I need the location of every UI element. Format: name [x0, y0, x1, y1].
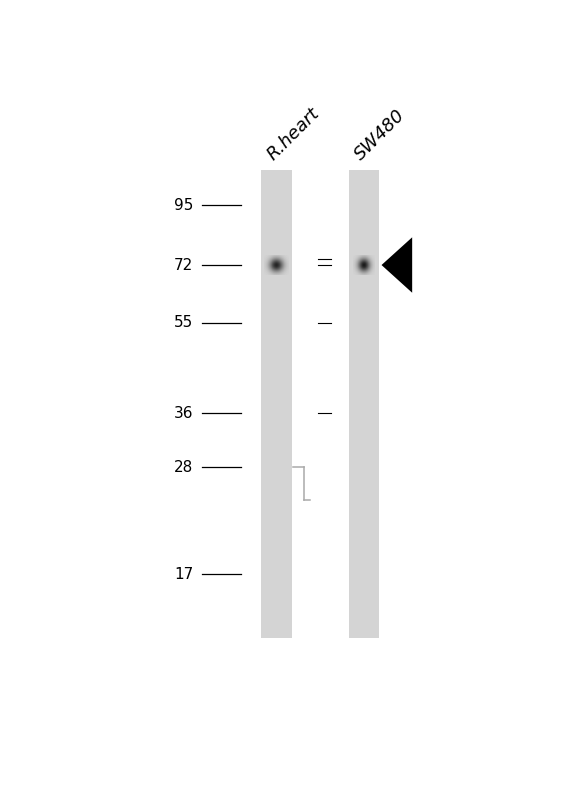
- Text: R.heart: R.heart: [264, 104, 323, 164]
- Text: 28: 28: [174, 459, 193, 474]
- Bar: [261, 170, 292, 638]
- Text: 72: 72: [174, 258, 193, 273]
- Text: 36: 36: [173, 406, 193, 421]
- Bar: [349, 170, 379, 638]
- Text: 55: 55: [174, 315, 193, 330]
- Polygon shape: [381, 238, 412, 293]
- Text: 17: 17: [174, 566, 193, 582]
- Text: 95: 95: [174, 198, 193, 213]
- Text: SW480: SW480: [351, 106, 409, 164]
